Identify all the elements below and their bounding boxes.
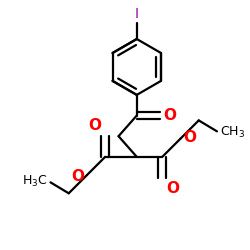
- Text: O: O: [71, 169, 84, 184]
- Text: I: I: [135, 7, 139, 21]
- Text: H$_3$C: H$_3$C: [22, 174, 48, 189]
- Text: O: O: [184, 130, 196, 145]
- Text: O: O: [166, 181, 179, 196]
- Text: O: O: [88, 118, 102, 132]
- Text: CH$_3$: CH$_3$: [220, 125, 245, 140]
- Text: O: O: [163, 108, 176, 123]
